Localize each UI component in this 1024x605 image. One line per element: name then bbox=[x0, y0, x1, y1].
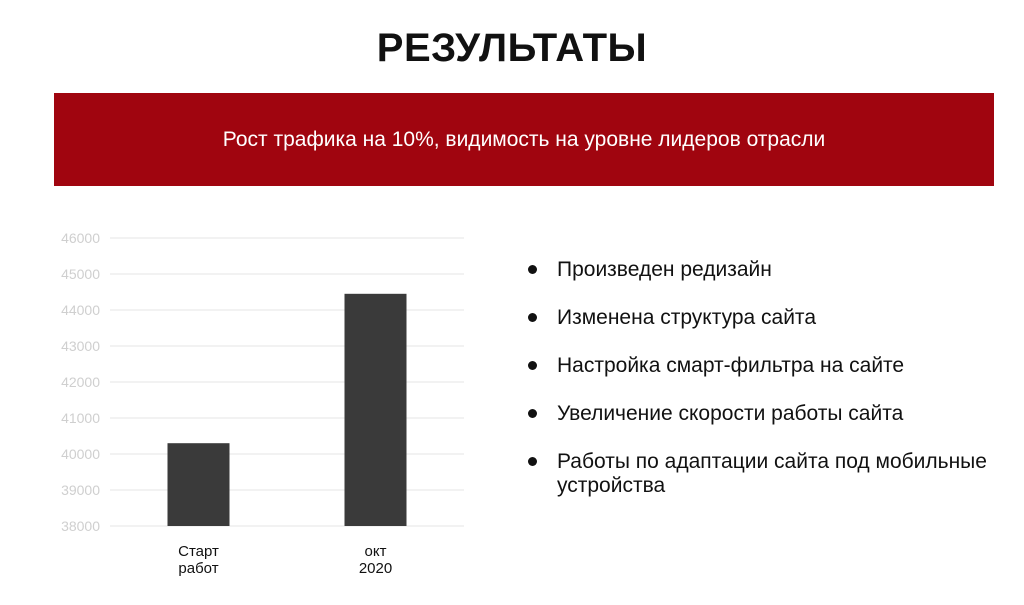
y-tick-label: 44000 bbox=[61, 302, 100, 318]
bullet-dot-icon bbox=[528, 265, 537, 274]
traffic-chart: 38000 39000 40000 41000 42000 43000 44000 45000… bbox=[30, 222, 480, 592]
y-tick-label: 41000 bbox=[61, 410, 100, 426]
y-tick-label: 39000 bbox=[61, 482, 100, 498]
x-tick-label: окт bbox=[365, 543, 387, 560]
y-tick-label: 45000 bbox=[61, 266, 100, 282]
banner-text: Рост трафика на 10%, видимость на уровне… bbox=[222, 127, 826, 151]
y-tick-label: 43000 bbox=[61, 338, 100, 354]
y-tick-label: 46000 bbox=[61, 230, 100, 246]
y-tick-label: 40000 bbox=[61, 446, 100, 462]
results-item: Увеличение скорости работы сайта bbox=[528, 402, 998, 426]
x-tick-label: 2020 bbox=[359, 560, 392, 577]
results-item: Изменена структура сайта bbox=[528, 306, 998, 330]
results-item-label: Настройка смарт-фильтра на сайте bbox=[557, 354, 905, 377]
bullet-dot-icon bbox=[528, 361, 537, 370]
results-item-label: Изменена структура сайта bbox=[557, 306, 816, 329]
traffic-chart-svg: 38000 39000 40000 41000 42000 43000 44000 45000… bbox=[61, 230, 464, 577]
chart-bar bbox=[167, 443, 230, 526]
results-item: Настройка смарт-фильтра на сайте bbox=[528, 354, 998, 378]
results-item: Работы по адаптации сайта под мобильные … bbox=[528, 450, 998, 498]
results-list: Произведен редизайн Изменена структура са… bbox=[528, 258, 998, 522]
results-item-label: Работы по адаптации сайта под мобильные … bbox=[557, 450, 987, 497]
x-tick-label: Старт bbox=[178, 543, 219, 560]
summary-banner: Рост трафика на 10%, видимость на уровне… bbox=[54, 93, 994, 186]
bullet-dot-icon bbox=[528, 409, 537, 418]
y-tick-label: 38000 bbox=[61, 518, 100, 534]
results-item-label: Произведен редизайн bbox=[557, 258, 772, 281]
x-tick-label: работ bbox=[178, 560, 218, 577]
y-tick-label: 42000 bbox=[61, 374, 100, 390]
chart-bar bbox=[344, 293, 407, 526]
bullet-dot-icon bbox=[528, 313, 537, 322]
results-item-label: Увеличение скорости работы сайта bbox=[557, 402, 904, 425]
results-item: Произведен редизайн bbox=[528, 258, 998, 282]
page-title: РЕЗУЛЬТАТЫ bbox=[376, 26, 648, 70]
bullet-dot-icon bbox=[528, 457, 537, 466]
